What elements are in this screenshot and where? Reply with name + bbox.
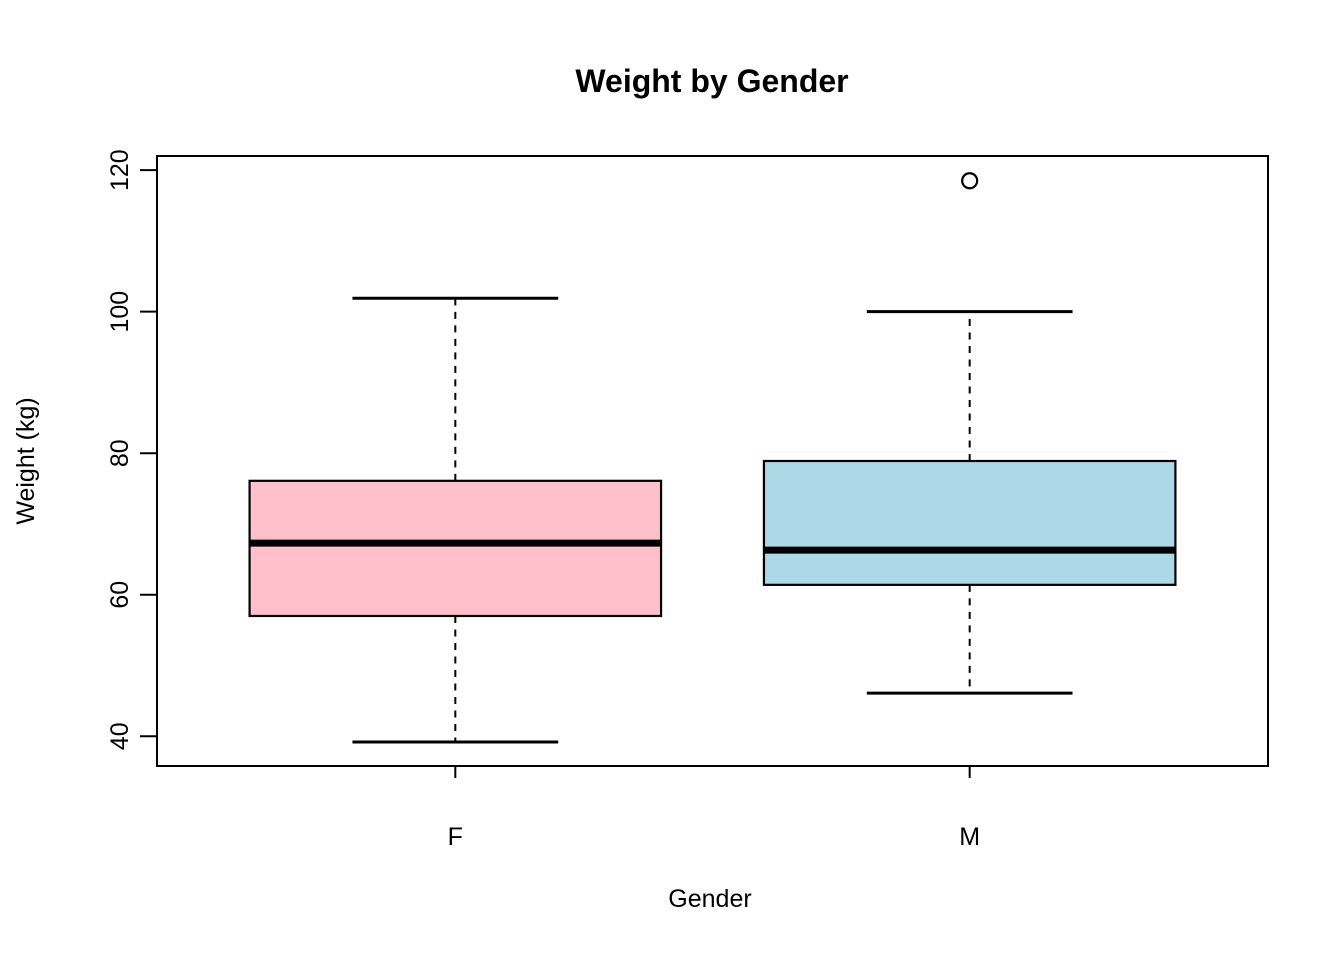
chart-title: Weight by Gender: [575, 63, 848, 99]
x-axis-tick-label: F: [448, 823, 463, 851]
y-axis-tick-label: 40: [106, 722, 134, 750]
plot-area: 40 60 80 100 120 F M: [106, 149, 1269, 851]
y-axis-tick-label: 120: [106, 149, 134, 191]
y-axis-tick-label: 60: [106, 581, 134, 609]
x-axis-tick-label: M: [959, 823, 980, 851]
outlier-point-M: [961, 172, 979, 190]
iqr-box-F: [248, 479, 663, 618]
plot-border: [156, 155, 1269, 767]
y-axis-tick-label: 80: [106, 439, 134, 467]
y-axis-tick-label: 100: [106, 291, 134, 333]
x-axis-title: Gender: [668, 885, 751, 913]
y-axis-title: Weight (kg): [12, 397, 40, 524]
iqr-box-M: [762, 459, 1177, 586]
